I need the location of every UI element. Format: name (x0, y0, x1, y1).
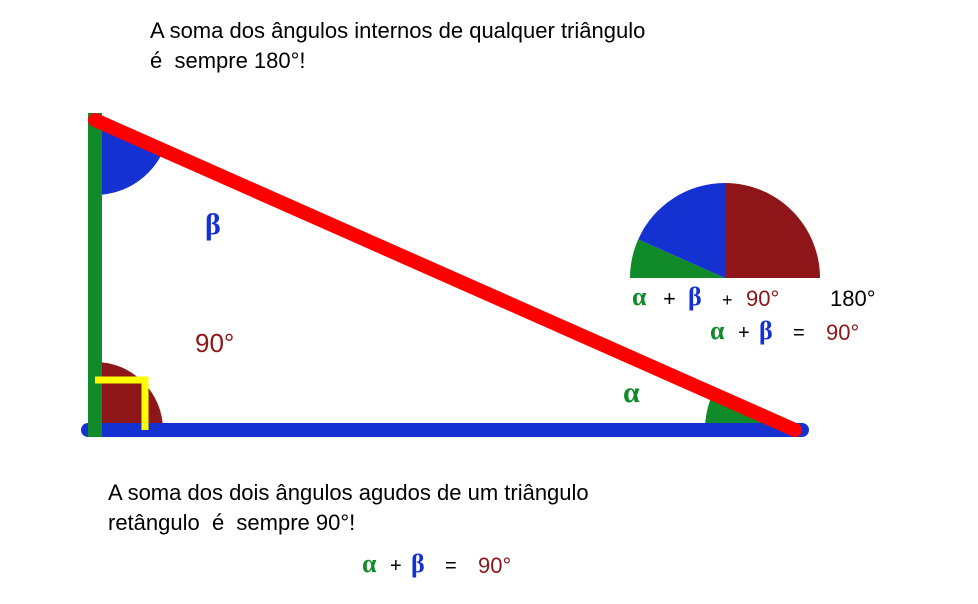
eq3-part: + (390, 555, 402, 578)
footer-line2: retângulo é sempre 90°! (108, 510, 355, 536)
eq1-part: α (632, 282, 647, 312)
footer-line1: A soma dos dois ângulos agudos de um tri… (108, 480, 589, 506)
eq2-part: α (710, 316, 725, 346)
eq3-part: α (362, 549, 377, 579)
semicircle-right-slice (725, 183, 820, 278)
eq2-part: = (793, 322, 805, 345)
eq3-part: β (411, 549, 425, 579)
eq2-part: β (759, 316, 773, 346)
eq2-part: + (738, 322, 750, 345)
eq2-part: 90° (826, 320, 859, 346)
diagram-stage: A soma dos ângulos internos de qualquer … (0, 0, 978, 604)
eq3-part: = (445, 555, 457, 578)
eq1-part: 90° (746, 286, 779, 312)
eq3-part: 90° (478, 553, 511, 579)
eq1-part: + (663, 286, 676, 312)
eq1-part: 180° (830, 286, 876, 312)
eq1-part: β (688, 282, 702, 312)
eq1-part: + (722, 290, 733, 311)
